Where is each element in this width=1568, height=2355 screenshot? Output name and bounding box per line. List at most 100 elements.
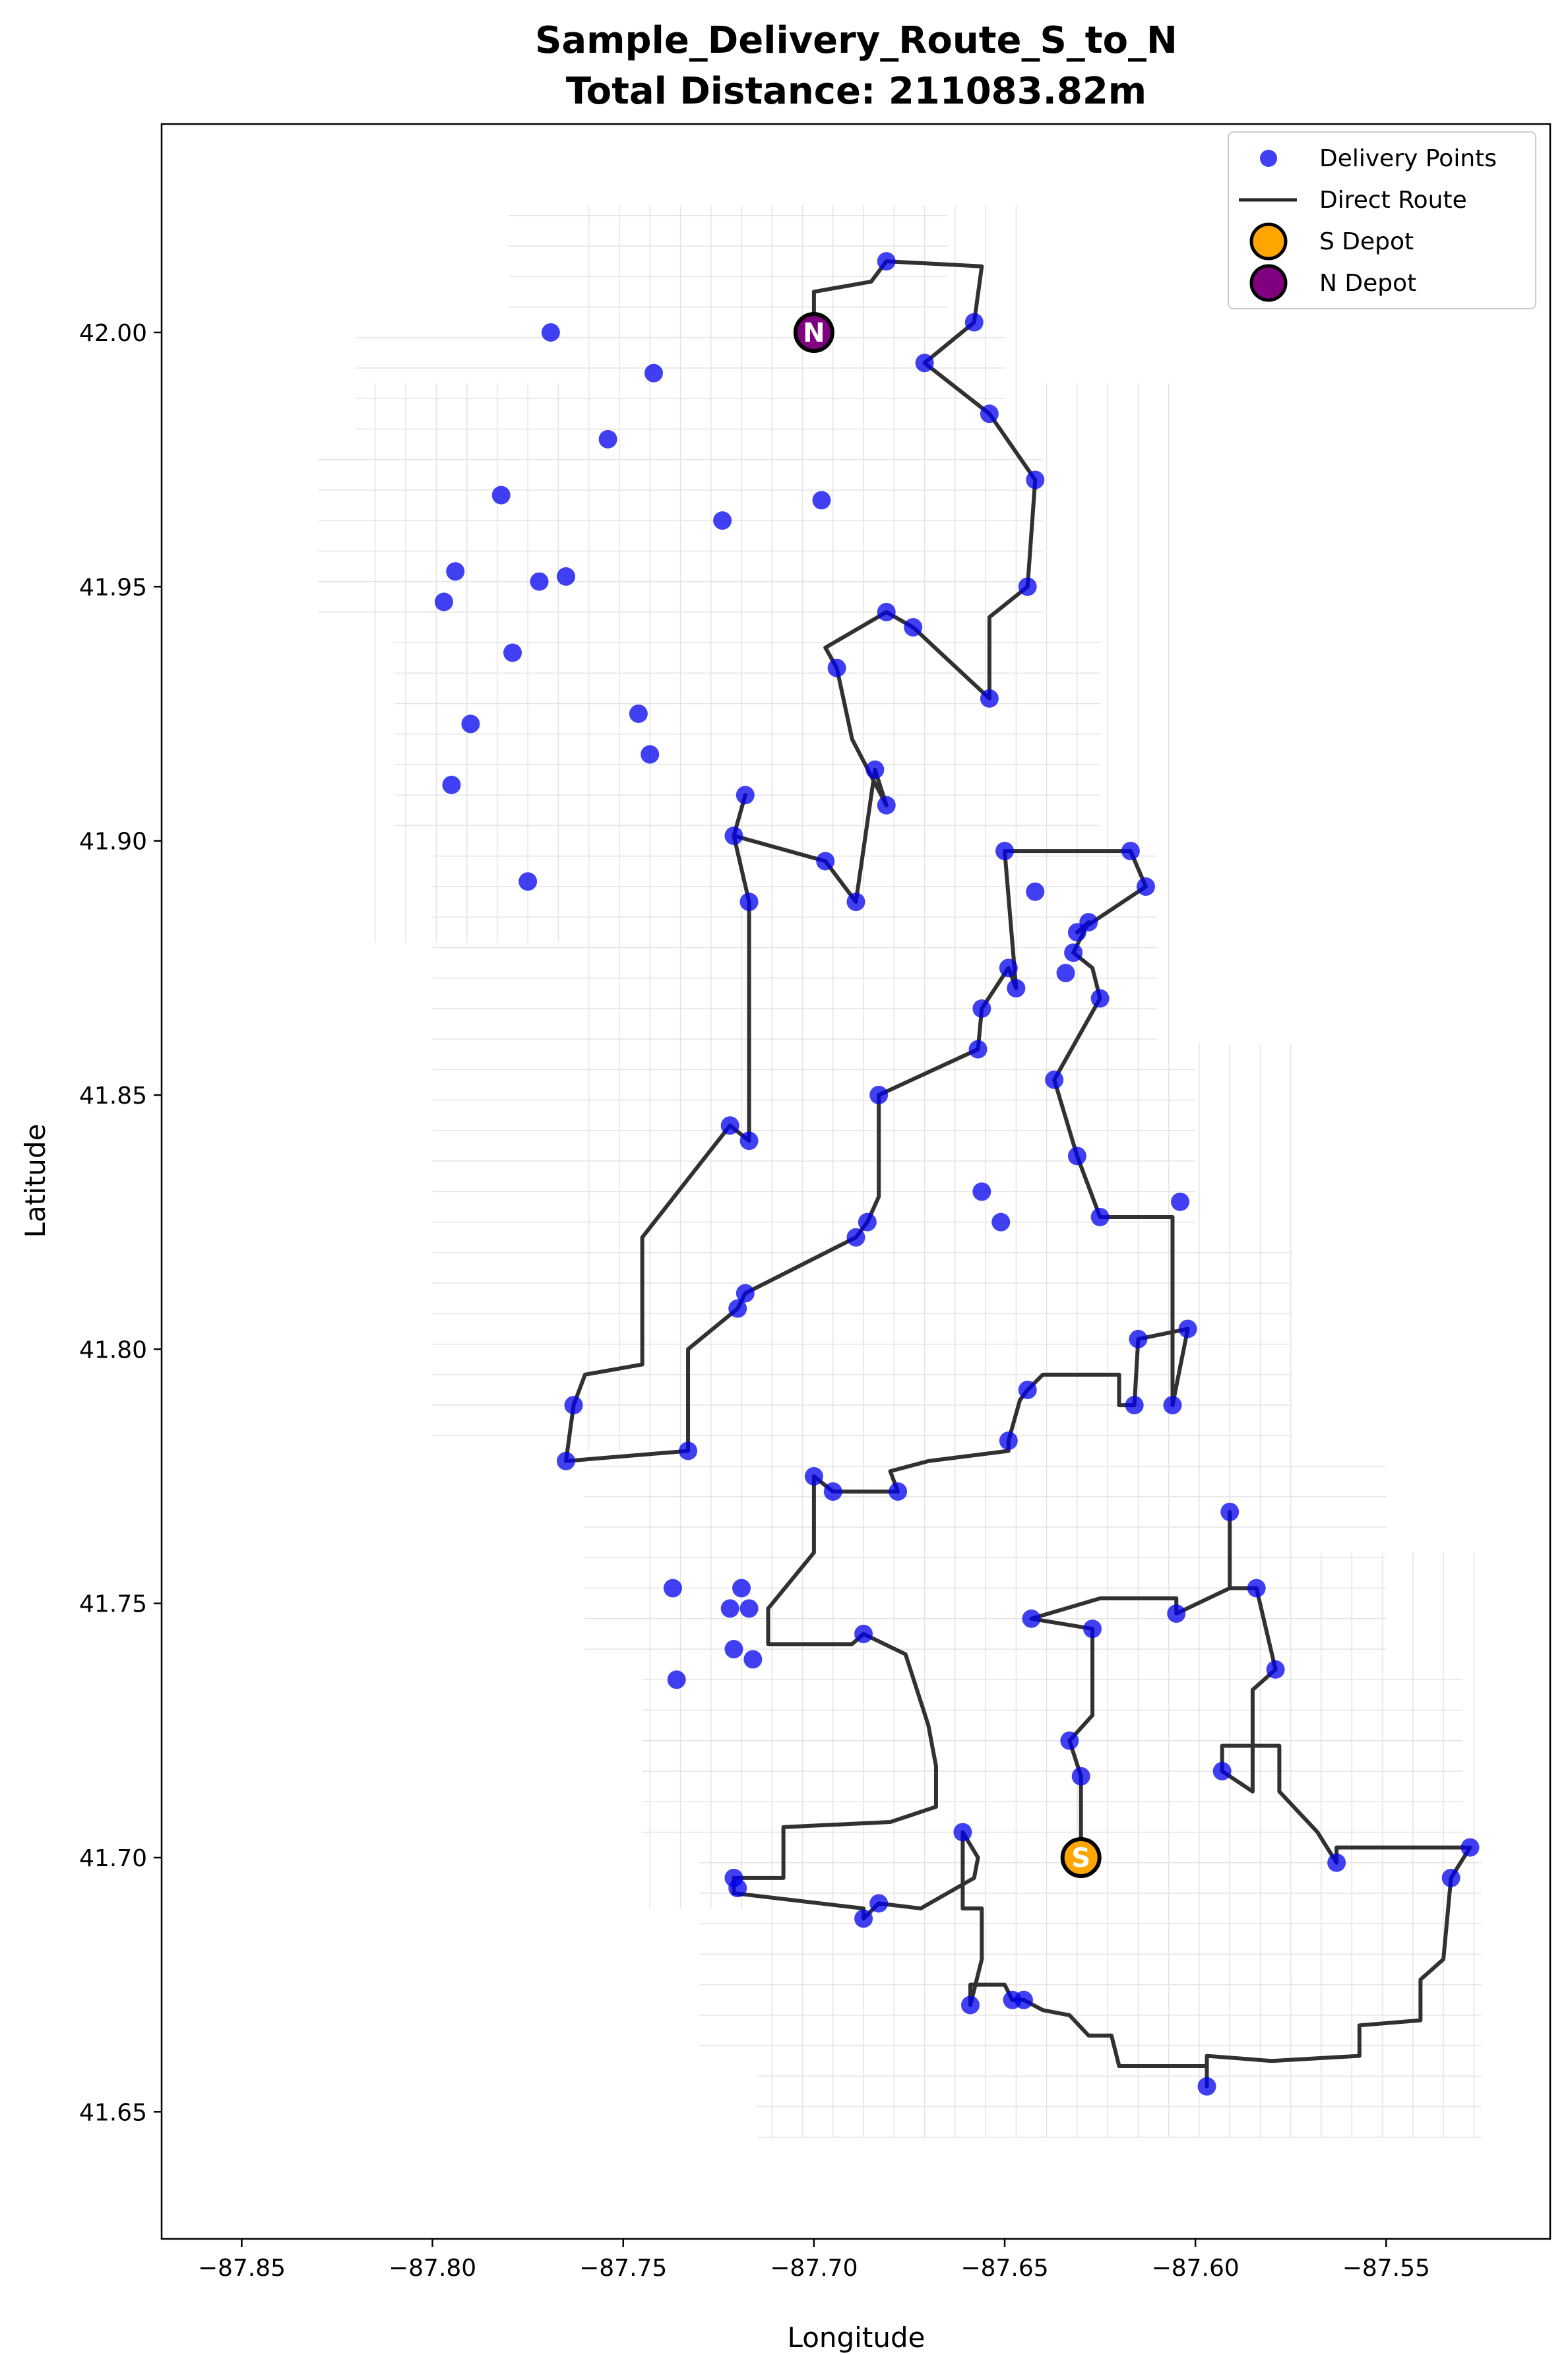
delivery-point <box>980 404 999 424</box>
delivery-point <box>644 363 664 383</box>
x-axis: −87.85 −87.80 −87.75 −87.70 −87.65 −87.60 −87.… <box>198 2239 1430 2282</box>
delivery-point <box>889 1482 908 1501</box>
delivery-point <box>999 958 1018 978</box>
delivery-points-layer <box>434 252 1480 2096</box>
delivery-point <box>724 826 743 845</box>
delivery-point <box>1212 1761 1232 1780</box>
chart-title-line-1: Sample_Delivery_Route_S_to_N <box>535 19 1177 62</box>
delivery-point <box>1083 1619 1102 1639</box>
delivery-point <box>1266 1660 1285 1679</box>
delivery-point <box>846 1228 865 1247</box>
delivery-point <box>530 572 549 591</box>
legend-label-n-depot: N Depot <box>1319 270 1416 297</box>
legend-box <box>1228 131 1536 309</box>
delivery-point <box>823 1482 842 1501</box>
x-axis-label: Longitude <box>788 2321 925 2354</box>
legend-n-depot-marker <box>1249 264 1288 302</box>
delivery-point <box>1022 1609 1041 1628</box>
delivery-point <box>904 617 923 637</box>
y-tick-label: 41.85 <box>79 1083 147 1110</box>
delivery-point <box>732 1579 751 1598</box>
legend-s-depot-marker <box>1249 222 1288 261</box>
delivery-point <box>641 745 660 764</box>
delivery-point <box>858 1212 877 1232</box>
y-axis: 41.65 41.70 41.75 41.80 41.85 41.90 41.95 42.00 <box>79 320 162 2126</box>
s-depot-letter: S <box>1071 1843 1090 1873</box>
x-tick-label: −87.80 <box>389 2255 476 2282</box>
delivery-point <box>1178 1319 1197 1338</box>
delivery-point <box>816 852 835 871</box>
delivery-point <box>1167 1604 1186 1623</box>
delivery-point <box>1125 1396 1144 1415</box>
delivery-point <box>679 1441 698 1460</box>
delivery-point <box>1067 923 1086 942</box>
plot-area: SN <box>160 123 1552 2240</box>
delivery-point <box>442 775 461 794</box>
delivery-point <box>1220 1502 1239 1521</box>
delivery-point <box>953 1823 972 1842</box>
delivery-point <box>728 1879 747 1898</box>
delivery-point <box>877 252 896 271</box>
x-tick-label: −87.60 <box>1152 2255 1239 2282</box>
y-tick-label: 41.95 <box>79 574 147 601</box>
delivery-point <box>1007 979 1026 998</box>
delivery-point <box>541 323 560 342</box>
delivery-point <box>461 714 480 734</box>
x-tick-label: −87.75 <box>579 2255 667 2282</box>
delivery-point <box>720 1599 739 1618</box>
delivery-point <box>877 796 896 815</box>
y-axis-label: Latitude <box>19 1124 51 1238</box>
legend-label-direct-route: Direct Route <box>1319 187 1467 214</box>
y-tick-label: 41.90 <box>79 829 147 856</box>
delivery-point <box>1067 1146 1086 1166</box>
delivery-point <box>629 704 648 723</box>
delivery-point <box>1247 1579 1266 1598</box>
y-tick-label: 41.70 <box>79 1845 147 1872</box>
delivery-point <box>598 429 617 449</box>
delivery-point <box>1026 470 1045 489</box>
chart-title-line-2: Total Distance: 211083.82m <box>566 70 1146 113</box>
delivery-point <box>964 313 984 332</box>
delivery-point <box>724 1640 743 1659</box>
delivery-point <box>999 1431 1018 1451</box>
delivery-point <box>972 1182 991 1201</box>
route-layer <box>563 259 1472 2088</box>
y-tick-label: 41.75 <box>79 1591 147 1618</box>
delivery-point <box>1018 1380 1037 1399</box>
delivery-point <box>739 1131 759 1150</box>
delivery-point <box>980 689 999 708</box>
delivery-point <box>556 1451 575 1470</box>
delivery-point <box>804 1466 823 1486</box>
delivery-point <box>446 562 465 581</box>
delivery-point <box>960 1995 980 2015</box>
delivery-point <box>713 511 732 530</box>
delivery-point <box>1071 1767 1090 1786</box>
delivery-point <box>1327 1853 1346 1872</box>
delivery-point <box>1171 1192 1190 1211</box>
delivery-point <box>991 1212 1011 1232</box>
delivery-point <box>865 760 885 779</box>
n-depot-letter: N <box>803 318 825 348</box>
delivery-point <box>1045 1070 1064 1089</box>
legend-delivery-point-marker <box>1260 150 1277 167</box>
delivery-point <box>1056 964 1075 983</box>
delivery-point <box>667 1670 686 1689</box>
delivery-point <box>972 999 991 1018</box>
street-network <box>318 205 1482 2138</box>
delivery-point <box>1060 1731 1079 1750</box>
delivery-point <box>1121 842 1140 861</box>
delivery-point <box>663 1579 682 1598</box>
direct-route-line <box>563 259 1472 2088</box>
n-depot-marker <box>793 311 834 353</box>
delivery-point <box>503 643 522 662</box>
delivery-point <box>995 842 1015 861</box>
delivery-point <box>1014 1990 1033 2009</box>
delivery-point <box>739 893 759 912</box>
delivery-point <box>1163 1396 1182 1415</box>
x-tick-label: −87.70 <box>770 2255 858 2282</box>
delivery-point <box>846 893 865 912</box>
legend-label-s-depot: S Depot <box>1319 228 1414 255</box>
plot-frame <box>160 123 1552 2240</box>
delivery-point <box>915 354 934 373</box>
